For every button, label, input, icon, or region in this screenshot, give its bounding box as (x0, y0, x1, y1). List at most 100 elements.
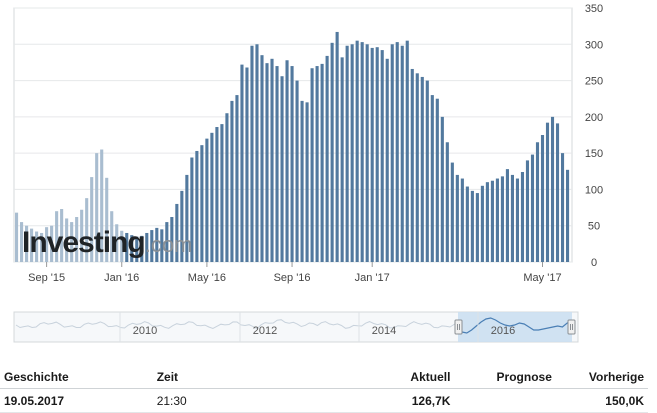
bar (350, 44, 354, 262)
bar (15, 212, 19, 262)
bar (540, 135, 545, 262)
bar (435, 98, 439, 263)
bar (195, 150, 199, 262)
bar (90, 177, 94, 262)
bar (450, 162, 454, 262)
bar (80, 209, 84, 262)
bar (500, 176, 504, 262)
bar (255, 44, 259, 262)
bar (200, 145, 204, 262)
bar (405, 40, 409, 262)
y-tick-label: 100 (585, 184, 603, 196)
bar (410, 68, 414, 263)
bar (240, 64, 244, 262)
bar (175, 203, 179, 262)
x-tick-label: Jan '16 (104, 272, 139, 284)
bar (425, 80, 429, 262)
bar (545, 122, 550, 262)
cell-time: 21:30 (152, 388, 351, 413)
cell-forecast (454, 388, 556, 413)
navigator-year-label: 2014 (372, 325, 396, 337)
history-header-row: Geschichte Zeit Aktuell Prognose Vorheri… (0, 366, 648, 389)
bar (140, 235, 144, 262)
y-tick-label: 0 (591, 257, 597, 269)
bar (170, 217, 174, 262)
bar (440, 116, 444, 262)
overview-navigator[interactable]: 2010 2012 2014 2016 (0, 308, 657, 348)
bar (160, 229, 164, 262)
bar (180, 190, 184, 262)
navigator-left-handle[interactable] (454, 319, 463, 335)
bar (510, 174, 514, 262)
x-tick-label: Sep '15 (28, 272, 65, 284)
x-tick-label: Jan '17 (355, 272, 390, 284)
col-zeit: Zeit (152, 366, 351, 389)
bar (415, 73, 419, 262)
bar (345, 45, 349, 262)
bar (70, 222, 74, 262)
bar (340, 57, 344, 262)
bar (395, 42, 399, 262)
col-prognose: Prognose (454, 366, 556, 389)
bar (110, 211, 114, 262)
bar (95, 153, 99, 262)
bar-series (15, 31, 570, 263)
bar (355, 40, 359, 262)
bar (115, 224, 119, 262)
bar (295, 80, 299, 262)
bar (445, 142, 449, 262)
bar (40, 232, 44, 262)
bar (275, 66, 279, 262)
bar (280, 76, 284, 262)
y-tick-label: 350 (585, 3, 603, 15)
x-tick-label: May '16 (188, 272, 226, 284)
x-tick-label: Sep '16 (274, 272, 311, 284)
bar (215, 127, 219, 263)
bar (325, 55, 329, 263)
bar (20, 222, 24, 262)
bar (475, 193, 479, 262)
navigator-right-handle[interactable] (567, 319, 576, 335)
bar (385, 58, 389, 262)
y-axis-ticks: 0 50 100 150 200 250 300 350 (585, 3, 603, 269)
bar (380, 50, 384, 263)
bar (225, 113, 229, 262)
bar (65, 218, 69, 262)
bar (455, 174, 459, 262)
navigator-history-line (15, 319, 459, 330)
y-tick-label: 150 (585, 148, 603, 160)
cell-actual: 126,7K (350, 388, 455, 413)
cell-date: 19.05.2017 (0, 388, 153, 413)
bar (130, 235, 134, 262)
bar (565, 169, 570, 262)
navigator-year-label: 2010 (133, 325, 157, 337)
bar (30, 228, 34, 262)
bar (290, 66, 294, 262)
bar (25, 225, 29, 262)
bar (505, 169, 509, 262)
bar (470, 190, 474, 262)
x-tick-label: May '17 (523, 272, 561, 284)
bar (285, 60, 289, 262)
bar (305, 102, 309, 262)
bar (55, 211, 59, 262)
bar (35, 231, 39, 262)
x-axis-ticks: Sep '15 Jan '16 May '16 Sep '16 Jan '17 May '… (28, 262, 562, 284)
bar (525, 160, 530, 262)
bar (430, 95, 434, 262)
bar (365, 44, 369, 262)
bar (460, 178, 464, 262)
bar (100, 149, 104, 262)
bar (265, 63, 269, 263)
y-tick-label: 50 (588, 221, 600, 233)
bar (220, 124, 224, 262)
bar (135, 236, 139, 262)
bar (495, 178, 499, 262)
bar (250, 45, 254, 262)
bar (85, 198, 89, 262)
y-tick-label: 200 (585, 112, 603, 124)
bar (530, 154, 535, 262)
bar (420, 76, 424, 262)
main-bar-chart: 0 50 100 150 200 250 300 350 Sep '15 Jan '16 May … (13, 3, 603, 284)
table-row: 19.05.2017 21:30 126,7K 150,0K (0, 388, 648, 413)
